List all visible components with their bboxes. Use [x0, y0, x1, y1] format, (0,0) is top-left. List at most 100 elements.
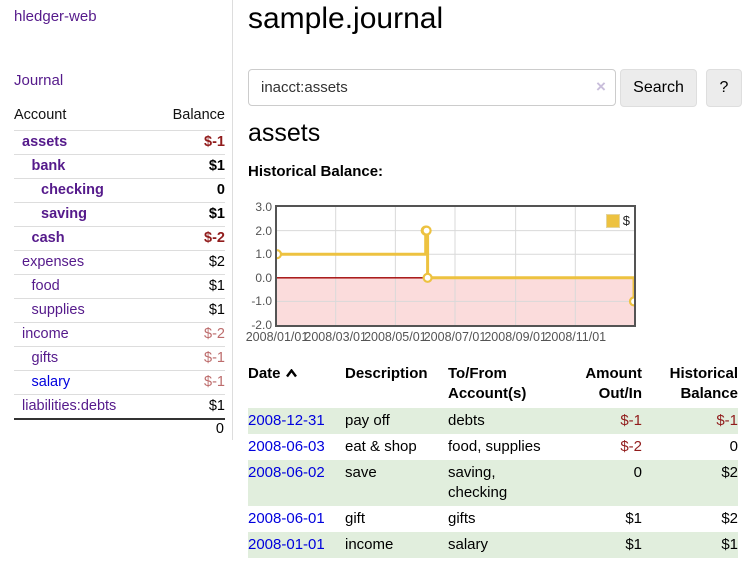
- register-balance-cell: $2: [721, 510, 738, 527]
- register-date-cell: 2008-06-01: [248, 506, 345, 532]
- account-name-cell: cash: [14, 226, 154, 251]
- search-input[interactable]: [248, 69, 616, 106]
- account-link[interactable]: salary: [31, 374, 71, 390]
- account-link[interactable]: expenses: [22, 254, 85, 270]
- account-balance: $1: [153, 394, 225, 419]
- transaction-date-link[interactable]: 2008-06-03: [248, 438, 325, 455]
- legend-swatch-icon: [605, 213, 620, 228]
- sidebar-account-row: food $1: [14, 274, 225, 299]
- transaction-date-link[interactable]: 2008-06-02: [248, 464, 325, 481]
- accounts-total-balance: 0: [153, 418, 225, 438]
- register-balance-cell: $-1: [716, 412, 738, 429]
- account-link[interactable]: assets: [22, 134, 68, 150]
- account-balance: 0: [153, 178, 225, 203]
- register-description-cell: gift: [345, 510, 366, 527]
- register-row: 2008-06-02 save saving, checking 0 $2: [248, 460, 738, 506]
- register-row: 2008-12-31 pay off debts $-1 $-1: [248, 408, 738, 434]
- register-description-cell: pay off: [345, 412, 390, 429]
- transaction-date-link[interactable]: 2008-06-01: [248, 510, 325, 527]
- register-description-cell: save: [345, 464, 377, 481]
- account-link[interactable]: checking: [41, 182, 104, 198]
- sidebar-account-row: liabilities:debts $1: [14, 394, 225, 419]
- register-date-cell: 2008-12-31: [248, 408, 345, 434]
- sidebar-item-journal[interactable]: Journal: [14, 72, 64, 89]
- sidebar-account-row: assets $-1: [14, 130, 225, 155]
- accounts-total-row: 0: [14, 418, 225, 438]
- register-row: 2008-06-03 eat & shop food, supplies $-2 0: [248, 434, 738, 460]
- app-brand-link[interactable]: hledger-web: [14, 8, 97, 25]
- account-link[interactable]: bank: [31, 158, 66, 174]
- account-name-cell: gifts: [14, 346, 154, 371]
- register-amount-cell: $-2: [620, 438, 642, 455]
- account-name-cell: income: [14, 322, 154, 347]
- accounts-header-account: Account: [14, 107, 67, 123]
- account-balance: $2: [153, 250, 225, 275]
- account-balance: $1: [153, 202, 225, 227]
- accounts-header-row: Account Balance: [14, 103, 225, 131]
- register-accounts-cell: debts: [448, 412, 485, 429]
- account-balance: $-2: [153, 322, 225, 347]
- accounts-header-balance: Balance: [172, 107, 225, 123]
- transaction-date-link[interactable]: 2008-01-01: [248, 536, 325, 553]
- register-amount-cell: 0: [633, 464, 642, 481]
- register-balance-cell: $2: [721, 464, 738, 481]
- account-name-cell: bank: [14, 154, 154, 179]
- account-balance: $-1: [153, 370, 225, 395]
- accounts-total-spacer: [14, 418, 154, 438]
- sidebar-account-row: gifts $-1: [14, 346, 225, 371]
- register-row: 2008-01-01 income salary $1 $1: [248, 532, 738, 558]
- sidebar-account-row: salary $-1: [14, 370, 225, 395]
- legend-series-label: $: [622, 213, 630, 228]
- register-date-cell: 2008-06-03: [248, 434, 345, 460]
- register-accounts-cell: gifts: [448, 510, 476, 527]
- main-content: sample.journal × Search ? assets Histori…: [246, 0, 742, 582]
- register-header-balance: Historical Balance: [669, 365, 738, 402]
- historical-balance-chart: $ 3.0 2.0 1.0 0.0 -1.0 -2.0 2008/01/01 2008/03/…: [246, 200, 688, 346]
- account-balance: $-2: [153, 226, 225, 251]
- chart-legend: $: [605, 213, 630, 228]
- search-button[interactable]: Search: [620, 69, 697, 107]
- account-link[interactable]: food: [31, 278, 60, 294]
- account-link[interactable]: income: [22, 326, 69, 342]
- register-date-cell: 2008-01-01: [248, 532, 345, 558]
- register-amount-cell: $1: [625, 536, 642, 553]
- account-link[interactable]: supplies: [31, 302, 85, 318]
- register-amount-cell: $-1: [620, 412, 642, 429]
- account-balance: $1: [153, 298, 225, 323]
- account-link[interactable]: gifts: [31, 350, 59, 366]
- account-balance: $1: [153, 154, 225, 179]
- account-balance: $-1: [153, 346, 225, 371]
- sidebar: hledger-web Journal Account Balance asse…: [0, 0, 233, 440]
- register-amount-cell: $1: [625, 510, 642, 527]
- chart-plot-area[interactable]: $: [275, 205, 636, 327]
- sidebar-account-row: checking 0: [14, 178, 225, 203]
- register-description-cell: income: [345, 536, 394, 553]
- account-name-cell: saving: [14, 202, 154, 227]
- register-header-accounts: To/From Account(s): [448, 365, 527, 402]
- register-balance-cell: 0: [729, 438, 738, 455]
- account-name-cell: expenses: [14, 250, 154, 275]
- account-link[interactable]: cash: [31, 230, 65, 246]
- page-title: sample.journal: [248, 2, 444, 35]
- account-name-cell: liabilities:debts: [14, 394, 154, 419]
- x-axis-tick-label: 2008/09/01: [484, 330, 547, 344]
- account-balance: $-1: [153, 130, 225, 155]
- y-axis-tick-label: 0.0: [255, 270, 272, 285]
- x-axis-tick-label: 2008/07/01: [423, 330, 487, 344]
- x-axis-tick-label: 2008/05/01: [364, 330, 427, 344]
- clear-search-icon[interactable]: ×: [596, 77, 606, 96]
- sidebar-account-row: cash $-2: [14, 226, 225, 251]
- register-accounts-cell: food, supplies: [448, 438, 541, 455]
- help-button[interactable]: ?: [706, 69, 742, 107]
- register-header-date[interactable]: Date: [248, 362, 345, 408]
- account-name-cell: assets: [14, 130, 154, 155]
- sidebar-account-row: bank $1: [14, 154, 225, 179]
- sidebar-account-row: income $-2: [14, 322, 225, 347]
- y-axis-tick-label: -1.0: [251, 294, 272, 309]
- account-link[interactable]: liabilities:debts: [22, 398, 117, 414]
- account-link[interactable]: saving: [41, 206, 87, 222]
- transaction-date-link[interactable]: 2008-12-31: [248, 412, 325, 429]
- sort-ascending-icon: [285, 368, 297, 378]
- register-header-row: Date Description To/From Account(s) Amou…: [248, 362, 738, 408]
- chart-title: Historical Balance:: [248, 163, 384, 180]
